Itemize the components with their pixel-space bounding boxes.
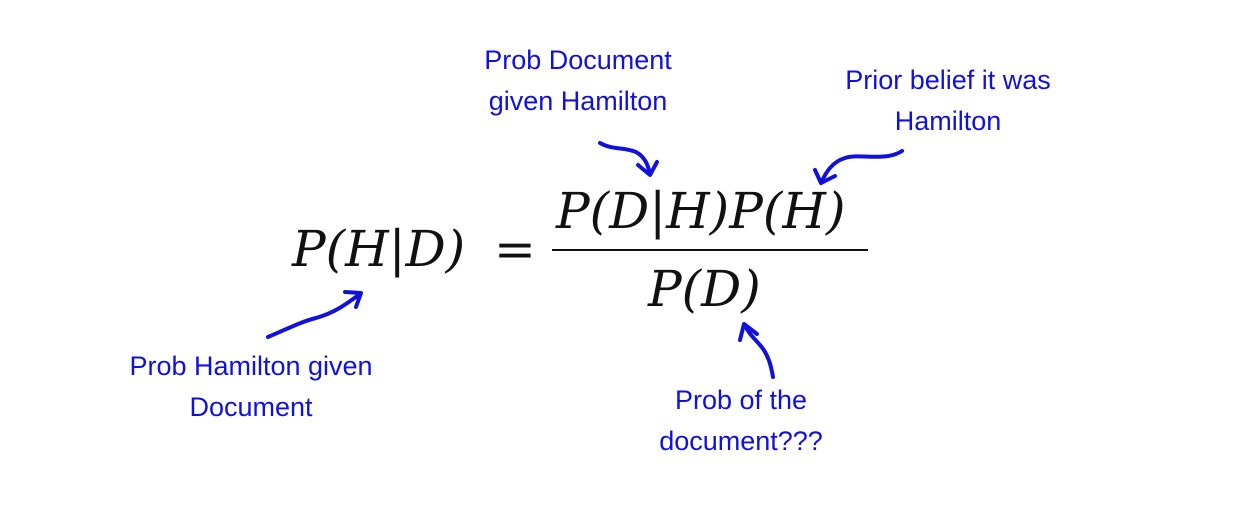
annotation-evidence-line1: Prob of the <box>674 385 808 415</box>
evidence-arrowhead-icon <box>738 322 759 342</box>
likelihood-arrow-icon <box>598 141 652 176</box>
annotation-posterior: Prob Hamilton given Document <box>96 346 406 428</box>
equation-numerator: P(D|H)P(H) <box>556 182 846 240</box>
annotation-likelihood-line1: Prob Document <box>484 45 672 75</box>
equation-lhs: P(H|D) <box>292 220 466 278</box>
evidence-arrow-icon <box>743 323 775 379</box>
fraction-bar <box>552 249 868 251</box>
likelihood-arrowhead-icon <box>636 160 659 177</box>
annotation-prior: Prior belief it was Hamilton <box>812 60 1084 142</box>
posterior-arrow-icon <box>266 292 362 339</box>
annotation-evidence: Prob of the document??? <box>626 380 856 462</box>
annotation-likelihood: Prob Document given Hamilton <box>448 40 708 122</box>
posterior-arrowhead-icon <box>343 290 363 309</box>
prior-arrowhead-icon <box>813 168 837 185</box>
annotation-likelihood-line2: given Hamilton <box>488 86 668 116</box>
annotation-evidence-line2: document??? <box>659 426 823 456</box>
annotation-posterior-line2: Document <box>189 392 313 422</box>
annotation-prior-line1: Prior belief it was <box>845 65 1051 95</box>
annotation-prior-line2: Hamilton <box>894 106 1002 136</box>
annotation-posterior-line1: Prob Hamilton given <box>129 351 373 381</box>
equation-denominator: P(D) <box>648 260 761 318</box>
prior-arrow-icon <box>819 149 904 185</box>
equation-equals: = <box>494 220 536 278</box>
